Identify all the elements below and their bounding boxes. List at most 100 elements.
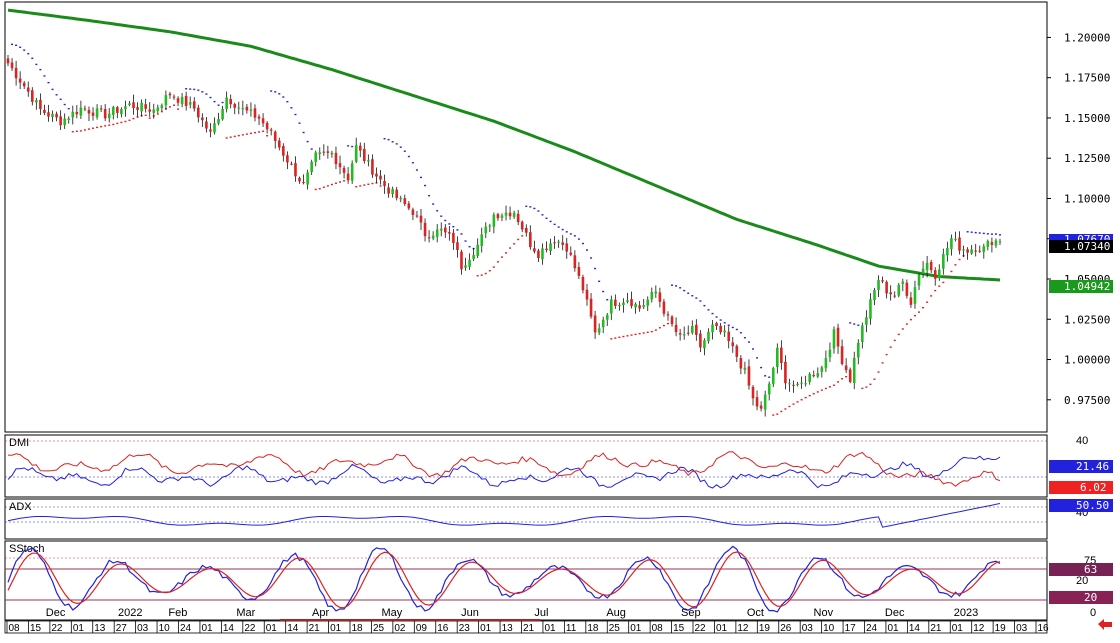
psar-dot xyxy=(31,57,34,59)
candle-body xyxy=(201,117,204,121)
candle-body xyxy=(569,252,573,255)
psar-dot xyxy=(189,88,192,90)
psar-dot xyxy=(881,362,884,364)
candle xyxy=(609,295,613,321)
candle-body xyxy=(881,280,884,282)
dmi-minus-line xyxy=(7,451,1001,487)
price-panel-frame xyxy=(4,1,1048,433)
psar-dot xyxy=(909,318,912,321)
psar-dot xyxy=(837,381,840,383)
candle xyxy=(905,279,909,299)
psar-dot xyxy=(253,131,256,134)
candle xyxy=(776,343,779,374)
candle-body xyxy=(18,78,22,83)
dmi-minus-badge: 6.02 xyxy=(1049,481,1113,494)
price-tick-label: 1.20000 xyxy=(1064,31,1110,44)
candle-body xyxy=(468,259,471,267)
psar-dot xyxy=(205,93,208,95)
psar-dot xyxy=(731,326,734,329)
candle-body xyxy=(982,246,986,252)
month-labels: Dec 2022 Feb Mar Apr May Jun Jul Aug Sep Oct Nov Dec… xyxy=(46,607,978,619)
candle-body xyxy=(609,299,613,314)
psar-dot xyxy=(43,75,46,77)
psar-dot xyxy=(407,155,410,158)
candle-body xyxy=(156,107,160,112)
candle-body xyxy=(330,152,334,155)
candle-body xyxy=(925,262,929,271)
candle-body xyxy=(452,232,455,243)
candle xyxy=(342,165,346,179)
candle-body xyxy=(197,107,200,118)
psar-dot xyxy=(614,337,617,339)
month-label: 2023 xyxy=(954,607,978,619)
candle-body xyxy=(464,265,467,268)
scroll-right-arrow-icon[interactable] xyxy=(1098,619,1112,630)
candle-body xyxy=(59,116,62,126)
candle-body xyxy=(116,107,119,113)
psar-dot xyxy=(824,387,827,390)
candle-body xyxy=(682,334,686,336)
psar-dot xyxy=(901,328,904,330)
candle xyxy=(865,310,868,333)
candle xyxy=(87,106,91,122)
candle xyxy=(225,91,228,113)
candle xyxy=(921,261,925,278)
date-tick-label: 01 xyxy=(630,623,642,634)
psar-dot xyxy=(913,314,916,317)
psar-dot xyxy=(136,116,139,118)
psar-dot xyxy=(772,414,775,416)
candle-body xyxy=(51,113,54,118)
candle xyxy=(650,287,654,303)
candle-body xyxy=(686,332,690,334)
candle xyxy=(172,94,176,100)
psar-dot xyxy=(565,231,568,233)
candle xyxy=(39,93,42,115)
candle-body xyxy=(759,405,763,409)
candle-body xyxy=(180,96,184,104)
candle-body xyxy=(39,99,42,110)
psar-dot xyxy=(464,240,467,242)
candle xyxy=(358,142,362,158)
psar-dot xyxy=(509,247,512,249)
candle-body xyxy=(711,324,714,333)
psar-dot xyxy=(590,257,593,259)
psar-dot xyxy=(403,150,406,152)
psar-dot xyxy=(128,119,131,121)
psar-dot xyxy=(776,413,779,415)
candle xyxy=(51,110,54,122)
candle-body xyxy=(662,301,666,314)
candle xyxy=(30,87,34,106)
candle-body xyxy=(419,215,423,223)
candle xyxy=(277,137,281,151)
psar-dot xyxy=(505,252,508,254)
psar-dot xyxy=(857,324,860,326)
psar-dot xyxy=(112,123,115,126)
candle xyxy=(229,94,232,109)
candle xyxy=(852,351,856,390)
candle xyxy=(747,359,751,390)
price-tick-label: 1.12500 xyxy=(1064,152,1110,165)
psar-dot xyxy=(521,235,524,237)
candle-body xyxy=(589,298,593,317)
psar-dot xyxy=(885,353,888,356)
candle xyxy=(456,236,459,258)
psar-dot xyxy=(19,46,22,48)
candle xyxy=(804,375,807,387)
candle xyxy=(116,105,119,119)
candle xyxy=(488,223,492,233)
date-tick-label: 17 xyxy=(845,623,857,634)
sstoch-d-badge: 20 xyxy=(1049,591,1113,604)
candle-body xyxy=(480,234,484,247)
candle xyxy=(427,230,431,243)
date-tick-label: 01 xyxy=(952,623,964,634)
candle xyxy=(346,167,350,184)
candle-body xyxy=(776,347,779,367)
psar-dot xyxy=(865,386,868,388)
date-tick-label: 03 xyxy=(1016,623,1028,634)
psar-dot xyxy=(650,330,653,333)
candle-body xyxy=(703,340,706,349)
candle xyxy=(160,103,164,112)
candle xyxy=(22,81,26,89)
candle xyxy=(59,110,62,130)
candle-body xyxy=(966,249,969,253)
